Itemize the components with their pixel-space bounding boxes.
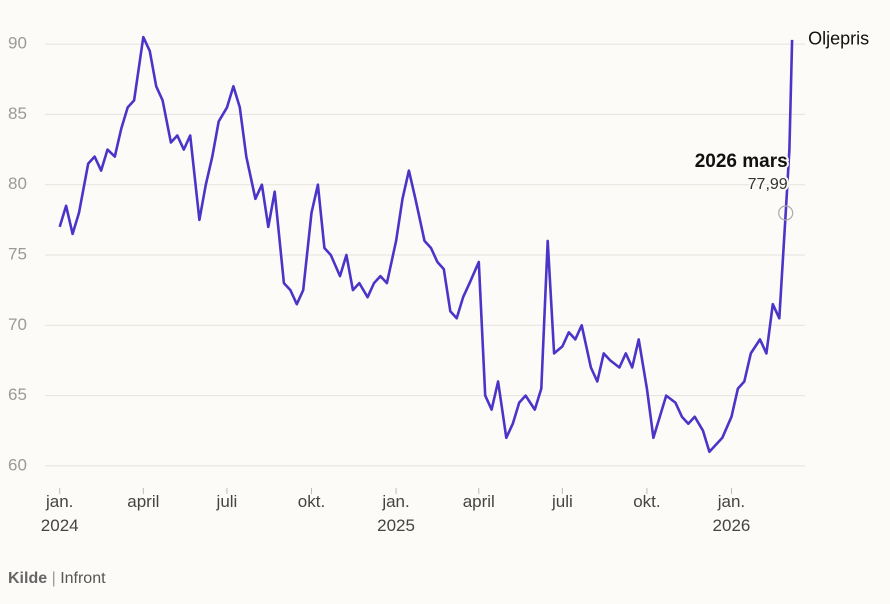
y-tick-label: 90 (8, 34, 27, 53)
x-tick-label: jan. 2024 (40, 492, 79, 535)
x-tick-label: jan. 2025 (377, 492, 415, 535)
x-tick-label: juli (216, 492, 238, 511)
y-tick-label: 85 (8, 104, 27, 123)
y-tick-label: 70 (8, 315, 27, 334)
y-tick-label: 65 (8, 385, 27, 404)
x-tick-label: april (462, 492, 495, 511)
highlight-marker (778, 205, 794, 221)
annotation-label: 2026 mars (695, 151, 788, 172)
y-tick-label: 80 (8, 174, 27, 193)
x-tick-label: okt. (297, 492, 326, 511)
y-tick-label: 60 (8, 455, 27, 474)
x-tick-label: april (127, 492, 160, 511)
x-tick-label: jan. 2026 (712, 492, 751, 535)
line (58, 35, 794, 454)
series-label: Oljepris (808, 29, 869, 49)
source-text: Infront (60, 570, 106, 587)
source-label: Kilde (8, 570, 48, 587)
annotation-value: 77,99 (748, 176, 788, 193)
x-tick-label: juli (551, 492, 573, 511)
source: Kilde | Infront (8, 570, 106, 587)
y-tick-label: 75 (8, 244, 27, 263)
x-tick-label: okt. (633, 492, 661, 511)
